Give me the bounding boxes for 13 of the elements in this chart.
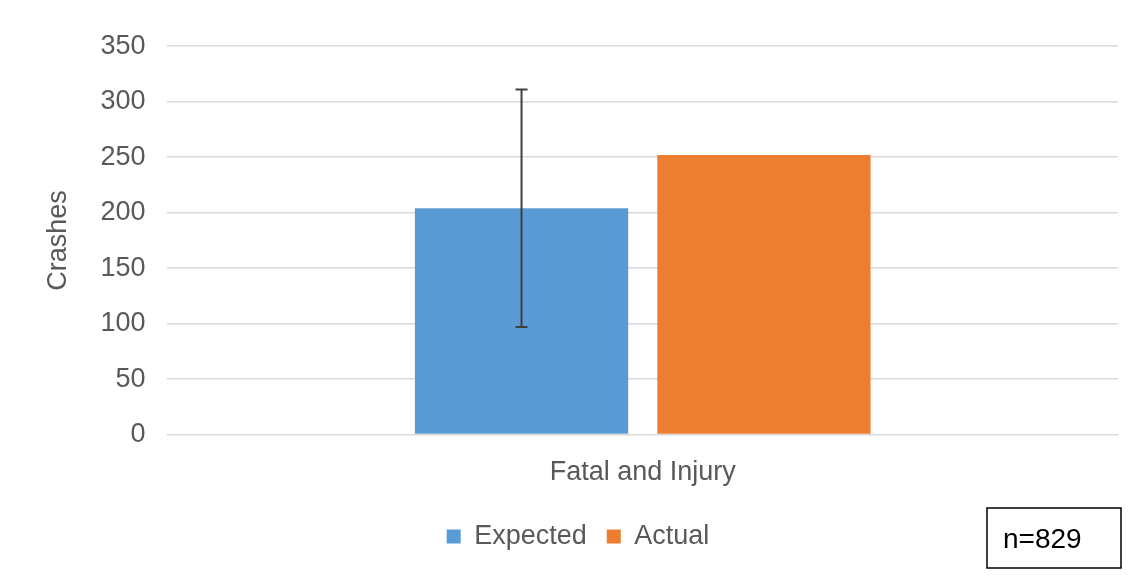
y-tick-label: 350	[100, 29, 146, 60]
x-tick-label: Fatal and Injury	[549, 456, 737, 487]
y-tick-label: 100	[100, 307, 146, 338]
legend-label: Actual	[634, 519, 710, 550]
text: n=829	[1003, 522, 1082, 554]
y-tick-label: 250	[100, 140, 146, 171]
y-tick-label: 0	[130, 418, 146, 449]
y-tick-label: 50	[115, 362, 146, 393]
legend-label: Expected	[474, 519, 587, 550]
y-axis-title: Crashes	[41, 190, 72, 291]
y-tick-label: 150	[100, 251, 146, 282]
y-tick-label: 300	[100, 85, 146, 116]
y-tick-label: 200	[100, 196, 146, 227]
